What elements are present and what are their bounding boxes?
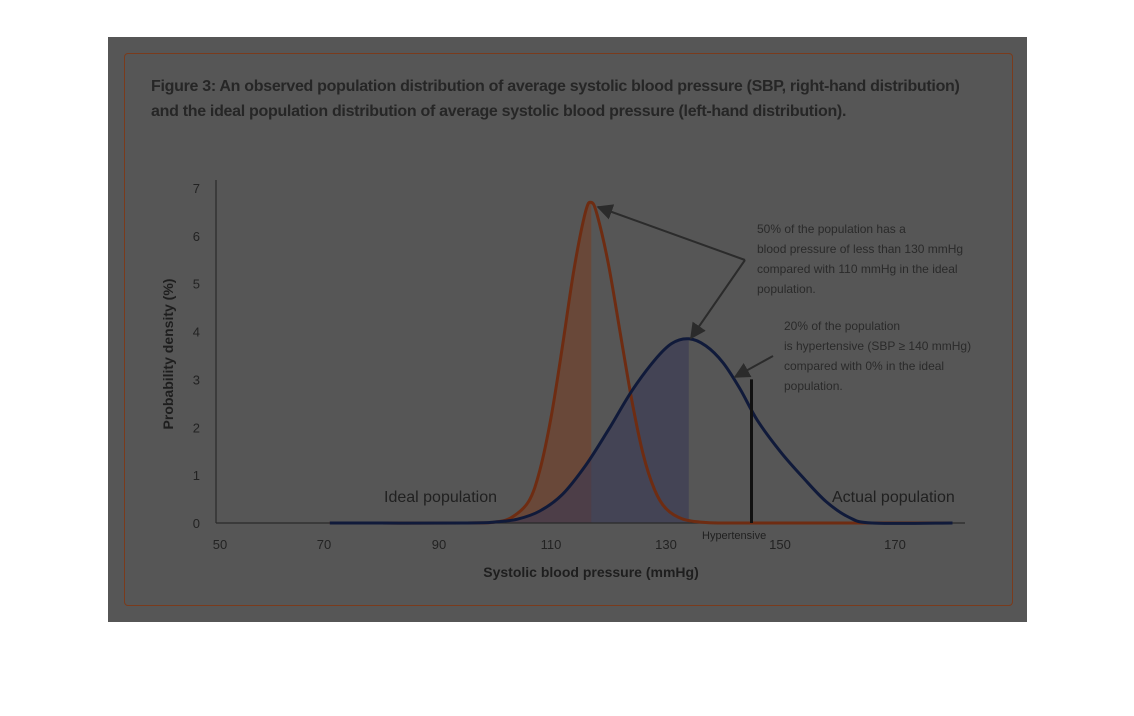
annotation-2-line-3: compared with 0% in the ideal (784, 359, 944, 373)
annotation-1-line-4: population. (757, 282, 816, 296)
hypertensive-label: Hypertensive (702, 530, 766, 542)
annotation-1-arrow-actual (690, 259, 746, 340)
y-tick-label: 6 (193, 229, 200, 244)
y-tick-label: 4 (193, 325, 200, 340)
annotation-1-arrow-ideal (596, 204, 746, 261)
x-tick-label: 70 (317, 537, 331, 552)
x-tick-label: 50 (213, 537, 227, 552)
figure-title: Figure 3: An observed population distrib… (151, 74, 991, 124)
y-tick-label: 0 (193, 516, 200, 531)
y-tick-label: 5 (193, 277, 200, 292)
figure-title-line-1: Figure 3: An observed population distrib… (151, 78, 960, 95)
y-tick-label: 1 (193, 468, 200, 483)
annotation-2-line-4: population. (784, 379, 843, 393)
x-tick-label: 150 (769, 537, 791, 552)
figure-frame (124, 53, 1013, 606)
actual-population-curve (329, 337, 953, 525)
y-tick-label: 3 (193, 372, 200, 387)
annotation-2-line-1: 20% of the population (784, 319, 900, 333)
y-tick-label: 2 (193, 420, 200, 435)
x-axis-title: Systolic blood pressure (mmHg) (483, 564, 698, 580)
y-axis-title: Probability density (%) (160, 279, 176, 430)
annotation-2-arrow (733, 355, 774, 378)
annotation-1-line-3: compared with 110 mmHg in the ideal (757, 262, 958, 276)
ideal-population-shaded-area (329, 201, 592, 524)
x-tick-label: 90 (432, 537, 446, 552)
y-tick-label: 7 (193, 181, 200, 196)
actual-population-label: Actual population (832, 489, 955, 506)
ideal-population-label: Ideal population (384, 489, 497, 506)
annotation-1-line-2: blood pressure of less than 130 mmHg (757, 242, 963, 256)
x-tick-label: 110 (541, 537, 562, 552)
actual-population-shaded-area (329, 338, 691, 524)
annotation-2-line-2: is hypertensive (SBP ≥ 140 mmHg) (784, 339, 971, 353)
figure-title-line-2: and the ideal population distribution of… (151, 103, 847, 120)
x-tick-label: 170 (884, 537, 906, 552)
annotation-1-line-1: 50% of the population has a (757, 222, 906, 236)
x-tick-label: 130 (655, 537, 677, 552)
